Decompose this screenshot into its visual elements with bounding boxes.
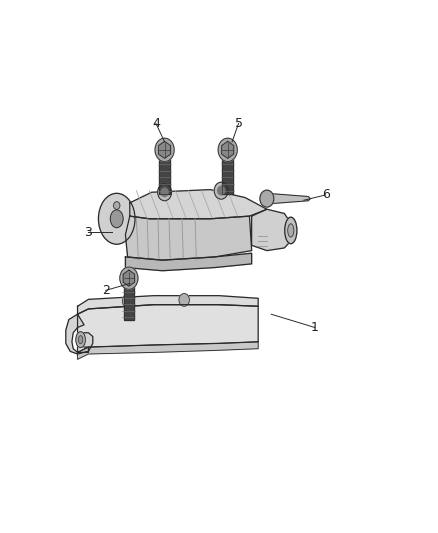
Polygon shape [78,305,258,352]
Circle shape [214,182,228,199]
Ellipse shape [110,210,123,228]
Circle shape [218,138,237,161]
Text: 5: 5 [235,117,243,130]
Text: 3: 3 [85,225,92,239]
Polygon shape [66,314,93,354]
Circle shape [179,294,189,306]
Polygon shape [78,342,258,359]
Polygon shape [130,190,267,219]
Polygon shape [267,193,311,204]
Circle shape [260,190,274,207]
Text: 4: 4 [152,117,160,130]
Text: 6: 6 [321,189,329,201]
Ellipse shape [113,201,120,209]
Polygon shape [252,209,293,251]
Circle shape [120,267,138,289]
Ellipse shape [288,224,294,237]
Circle shape [158,184,172,201]
Polygon shape [159,154,170,194]
Polygon shape [123,270,134,286]
Polygon shape [124,282,134,320]
Ellipse shape [285,217,297,244]
Polygon shape [125,216,252,260]
Text: 1: 1 [311,321,319,334]
Polygon shape [222,141,234,158]
Polygon shape [125,253,252,271]
Circle shape [161,188,168,197]
Ellipse shape [76,332,85,348]
Text: 2: 2 [102,284,110,297]
Ellipse shape [78,336,83,344]
Polygon shape [159,141,171,158]
Circle shape [218,187,225,195]
Polygon shape [78,296,258,314]
Circle shape [122,295,133,308]
Ellipse shape [99,193,135,244]
Circle shape [155,138,174,161]
Polygon shape [223,154,233,194]
